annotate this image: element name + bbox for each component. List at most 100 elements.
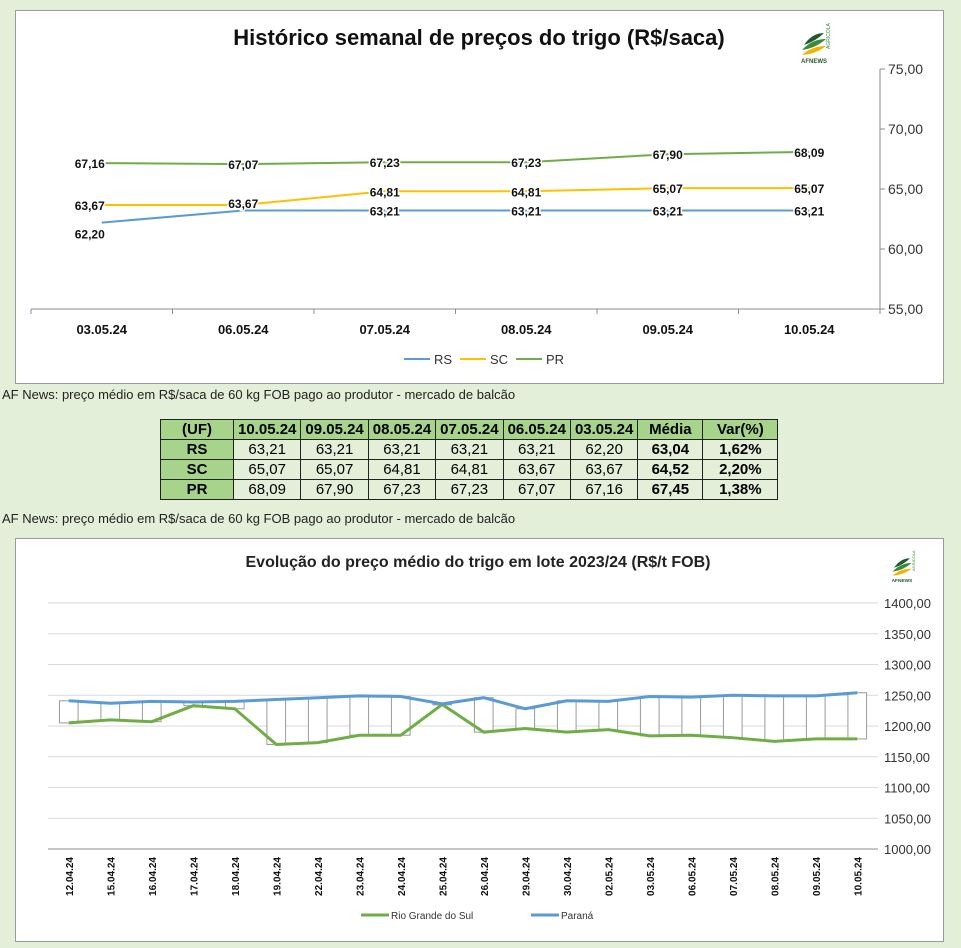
data-label: 64,81 <box>370 185 400 199</box>
high-low-bar <box>307 697 328 744</box>
header-var: Var(%) <box>702 419 779 440</box>
data-label: 67,90 <box>653 148 683 162</box>
table-cell: 63,21 <box>367 439 437 460</box>
high-low-bar <box>847 692 868 740</box>
x-tick-label: 30.04.24 <box>563 857 574 896</box>
svg-text:AFNEWS: AFNEWS <box>801 59 827 65</box>
high-low-bar <box>805 695 826 740</box>
data-label: 65,07 <box>653 182 683 196</box>
x-tick-label: 19.04.24 <box>272 857 283 896</box>
table-cell-var: 1,38% <box>702 479 779 500</box>
data-label: 63,21 <box>794 204 824 218</box>
y-tick-label: 55,00 <box>888 301 923 317</box>
table-cell: 63,21 <box>232 439 302 460</box>
table-cell: 65,07 <box>232 459 302 480</box>
table-cell: 67,90 <box>300 479 369 500</box>
y-tick-label: 1200,00 <box>884 719 931 734</box>
header-uf: (UF) <box>160 419 234 440</box>
x-tick-label: 22.04.24 <box>314 857 325 896</box>
x-tick-label: 23.04.24 <box>355 857 366 896</box>
x-tick-label: 26.04.24 <box>480 857 491 896</box>
legend: RS SC PR <box>404 352 564 367</box>
series-line-rs <box>68 702 858 746</box>
y-tick-label: 1300,00 <box>884 658 931 673</box>
weekly-price-chart: Histórico semanal de preços do trigo (R$… <box>15 10 944 384</box>
y-tick-label: 1400,00 <box>884 596 931 611</box>
y-tick-label: 1000,00 <box>884 842 931 857</box>
x-tick-label: 07.05.24 <box>359 322 410 337</box>
gridlines <box>48 602 878 850</box>
table-cell: 65,07 <box>300 459 369 480</box>
table-cell: 64,81 <box>435 459 504 480</box>
table-cell: 67,16 <box>569 479 639 500</box>
data-label: 63,67 <box>75 199 105 213</box>
x-tick-label: 17.04.24 <box>189 857 200 896</box>
row-uf: PR <box>160 479 234 500</box>
header-date: 03.05.24 <box>569 419 639 440</box>
table-cell: 63,21 <box>300 439 369 460</box>
header-date: 06.05.24 <box>502 419 571 440</box>
x-tick-label: 15.04.24 <box>106 857 117 896</box>
x-tick-label: 18.04.24 <box>231 857 242 896</box>
table-row: SC 65,07 65,07 64,81 64,81 63,67 63,67 6… <box>160 459 779 480</box>
data-label: 65,07 <box>794 182 824 196</box>
header-date: 09.05.24 <box>300 419 369 440</box>
data-label: 63,67 <box>228 197 258 211</box>
x-tick-label: 09.05.24 <box>812 857 823 896</box>
high-low-bar <box>515 708 536 729</box>
table-cell: 67,23 <box>435 479 504 500</box>
price-table: (UF) 10.05.24 09.05.24 08.05.24 07.05.24… <box>160 419 779 500</box>
data-label: 63,21 <box>511 204 541 218</box>
series-line-sc <box>101 187 810 206</box>
legend: Rio Grande do Sul Paraná <box>361 911 594 922</box>
data-label: 67,16 <box>75 157 105 171</box>
high-low-bar <box>100 702 121 721</box>
x-tick-label: 08.05.24 <box>501 322 552 337</box>
data-label: 64,81 <box>511 185 541 199</box>
row-uf: SC <box>160 459 234 480</box>
x-tick-label: 03.05.24 <box>76 322 127 337</box>
high-low-bars <box>58 692 868 745</box>
table-cell: 63,21 <box>502 439 571 460</box>
table-cell-media: 64,52 <box>637 459 704 480</box>
y-tick-label: 70,00 <box>888 121 923 137</box>
data-labels: 62,20 63,21 63,21 63,21 63,21 63,67 63,67 64,81… <box>73 144 826 243</box>
series-lines <box>68 691 858 746</box>
series-lines <box>101 150 810 224</box>
x-tick-label: 29.04.24 <box>521 857 532 896</box>
axes: 1000,00 1050,00 1100,00 1150,00 1200,00 1250,… <box>48 596 931 896</box>
chart-title: Evolução do preço médio do trigo em lote… <box>246 554 711 571</box>
series-line-pr <box>101 150 810 166</box>
table-cell-var: 2,20% <box>702 459 779 480</box>
table-cell: 64,81 <box>367 459 437 480</box>
x-tick-label: 08.05.24 <box>770 857 781 896</box>
table-row: RS 63,21 63,21 63,21 63,21 63,21 62,20 6… <box>160 439 779 460</box>
table-row: PR 68,09 67,90 67,23 67,23 67,07 67,16 6… <box>160 479 779 500</box>
svg-text:AGRICOLA: AGRICOLA <box>826 22 832 49</box>
af-news-logo: AFNEWS AGRICOLA <box>801 22 832 65</box>
source-note: AF News: preço médio em R$/saca de 60 kg… <box>2 387 516 402</box>
y-tick-label: 60,00 <box>888 241 923 257</box>
series-line-rs <box>101 209 810 224</box>
af-news-logo: AFNEWS AGRICOLA <box>892 550 916 584</box>
table-cell: 68,09 <box>232 479 302 500</box>
header-date: 10.05.24 <box>232 419 302 440</box>
y-tick-label: 1150,00 <box>884 750 930 765</box>
y-tick-label: 1050,00 <box>884 811 931 826</box>
data-label: 67,07 <box>228 158 258 172</box>
x-tick-label: 02.05.24 <box>604 857 615 896</box>
chart-title: Histórico semanal de preços do trigo (R$… <box>233 25 724 50</box>
axes: 03.05.24 06.05.24 07.05.24 08.05.24 09.05.24… <box>30 61 923 337</box>
x-tick-label: 03.05.24 <box>646 857 657 896</box>
high-low-bar <box>58 700 79 724</box>
high-low-bar <box>639 695 660 737</box>
x-tick-label: 10.05.24 <box>853 857 864 896</box>
x-tick-label: 24.04.24 <box>397 857 408 896</box>
weekly-price-chart-svg: Histórico semanal de preços do trigo (R$… <box>30 22 923 367</box>
series-line-pr <box>68 691 858 711</box>
high-low-bar <box>681 696 702 736</box>
table-cell: 67,23 <box>367 479 437 500</box>
legend-label: PR <box>546 352 564 367</box>
table-cell-var: 1,62% <box>702 439 779 460</box>
high-low-bar <box>764 695 785 742</box>
